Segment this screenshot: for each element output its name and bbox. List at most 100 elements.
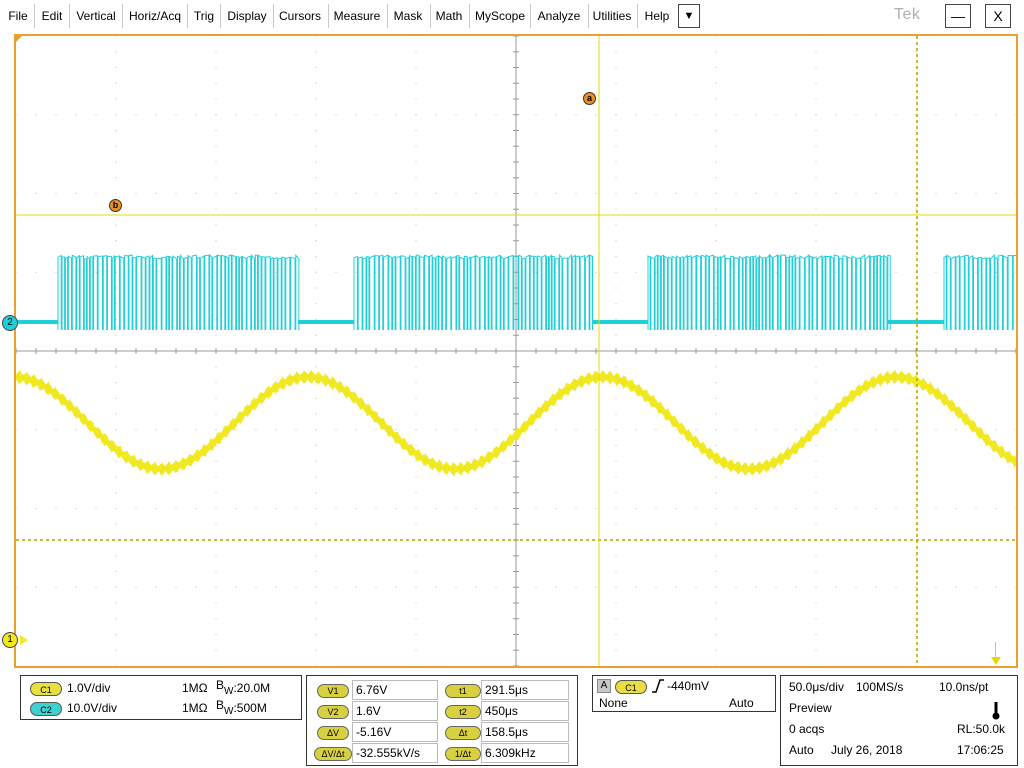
menu-horiz-acq[interactable]: Horiz/Acq [128,9,181,23]
ch1-badge[interactable]: C1 [30,682,62,696]
grid-dot [315,649,317,651]
marker-b[interactable]: b [109,199,122,212]
grid-dot [655,586,657,588]
grid-dot [16,271,17,273]
grid-dot [415,508,417,509]
grid-dot [435,193,437,194]
grid-dot [415,114,417,116]
grid-dot [195,429,197,431]
close-button[interactable]: X [985,4,1011,28]
acquisition-panel[interactable]: 50.0μs/div 100MS/s 10.0ns/pt Preview 0 a… [780,675,1018,766]
timebase: 50.0μs/div [789,680,844,694]
grid-dot [375,586,377,588]
trigger-position-icon[interactable] [991,657,1001,665]
grid-dot [275,193,277,194]
menu-utilities[interactable]: Utilities [592,9,632,23]
grid-dot [915,366,917,368]
grid-dot [215,130,217,131]
grid-dot [115,319,117,320]
v1-label[interactable]: V1 [317,684,349,698]
grid-dot [615,586,617,588]
ch1-impedance: 1MΩ [182,681,208,695]
grid-dot [455,586,457,588]
grid-dot [75,508,77,509]
menu-help[interactable]: Help [644,9,670,23]
grid-dot [215,240,217,242]
grid-dot [635,193,637,194]
grid-dot [635,586,637,588]
minimize-button[interactable]: — [945,4,971,28]
grid-dot [115,413,117,415]
ch1-ground-marker[interactable]: 1 [2,632,18,648]
v2-label[interactable]: V2 [317,705,349,719]
grid-dot [915,665,917,666]
menu-edit[interactable]: Edit [41,9,63,23]
menu-myscope[interactable]: MyScope [474,9,526,23]
grid-dot [655,429,657,431]
menu-math[interactable]: Math [435,9,463,23]
marker-a[interactable]: a [583,92,596,105]
grid-dot [915,602,917,604]
ch2-badge[interactable]: C2 [30,702,62,716]
menu-display[interactable]: Display [227,9,267,23]
grid-dot [715,287,717,289]
grid-dot [715,67,717,68]
grid-dot [915,460,917,462]
menu-file[interactable]: File [8,9,28,23]
grid-dot [415,366,417,368]
trigger-panel[interactable]: A C1 -440mV None Auto [592,675,776,712]
grid-dot [915,492,917,494]
v2-value: 1.6V [352,701,438,721]
grid-dot [835,429,837,431]
grid-dot [815,145,817,147]
grid-dot [875,193,877,194]
grid-dot [55,508,57,509]
grid-dot [115,397,117,399]
menu-mask[interactable]: Mask [393,9,423,23]
grid-dot [215,287,217,289]
grid-dot [175,271,177,273]
grid-dot [715,145,717,147]
grid-dot [915,145,917,147]
grid-dot [355,193,357,194]
grid-dot [315,602,317,604]
grid-dot [415,586,417,588]
trigger-source-badge[interactable]: C1 [615,680,647,694]
grid-dot [415,634,417,635]
menu-cursors[interactable]: Cursors [278,9,321,23]
grid-dot [415,665,417,666]
t2-label[interactable]: t2 [445,705,481,719]
grid-dot [315,177,317,179]
ch2-ground-marker[interactable]: 2 [2,315,18,331]
inv-dt-label[interactable]: 1/Δt [445,747,481,761]
run-mode: Auto [789,743,814,757]
menu-vertical[interactable]: Vertical [76,9,116,23]
grid-dot [635,508,637,509]
grid-dot [935,586,937,588]
menu-measure[interactable]: Measure [333,9,381,23]
grid-dot [215,366,217,368]
grid-dot [295,114,297,116]
grid-dot [555,271,557,273]
grid-dot [915,634,917,635]
grid-dot [715,571,717,572]
menu-trig[interactable]: Trig [193,9,215,23]
delta-v-label[interactable]: ΔV [317,726,349,740]
delta-t-label[interactable]: Δt [445,726,481,740]
grid-dot [315,114,317,116]
grid-dot [715,224,717,226]
grid-dot [915,98,917,100]
grid-dot [235,508,237,509]
ch2-scale: 10.0V/div [67,701,118,715]
dv-dt-label[interactable]: ΔV/Δt [314,747,352,761]
grid-dot [715,555,717,557]
grid-dot [715,161,717,163]
grid-dot [415,445,417,446]
waveform-display[interactable] [14,34,1018,668]
grid-dot [715,649,717,651]
grid-dot [215,649,217,651]
menu-analyze[interactable]: Analyze [537,9,581,23]
t1-label[interactable]: t1 [445,684,481,698]
menu-dropdown-button[interactable]: ▼ [678,4,700,28]
grid-dot [815,555,817,557]
